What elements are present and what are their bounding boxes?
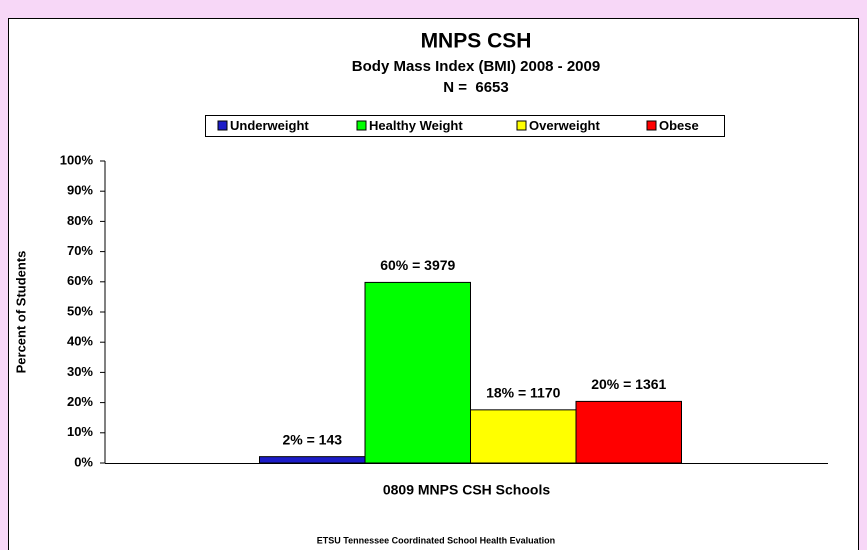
y-tick-label: 70%	[67, 243, 93, 258]
legend-label: Healthy Weight	[369, 118, 463, 133]
legend-swatch	[217, 120, 228, 131]
data-label: 18% = 1170	[486, 385, 561, 401]
bar	[364, 281, 471, 464]
data-label: 2% = 143	[282, 431, 342, 447]
data-label: 60% = 3979	[380, 257, 455, 273]
footer: ETSU Tennessee Coordinated School Health…	[317, 535, 555, 545]
legend-label: Underweight	[230, 118, 309, 133]
y-tick-label: 20%	[67, 394, 93, 409]
legend-label: Obese	[659, 118, 699, 133]
y-tick-label: 10%	[67, 424, 93, 439]
bar	[575, 400, 682, 464]
y-tick-label: 50%	[67, 303, 93, 318]
chart-annotation: N = 6653	[443, 79, 508, 96]
legend-swatch	[356, 120, 367, 131]
legend-box	[205, 115, 725, 137]
bar	[470, 409, 577, 464]
y-tick-label: 40%	[67, 334, 93, 349]
chart-subtitle: Body Mass Index (BMI) 2008 - 2009	[352, 58, 600, 75]
y-tick-label: 30%	[67, 364, 93, 379]
bar	[259, 456, 366, 464]
y-tick-label: 60%	[67, 273, 93, 288]
legend-swatch	[516, 120, 527, 131]
legend-swatch	[646, 120, 657, 131]
legend-label: Overweight	[529, 118, 600, 133]
y-axis-label: Percent of Students	[13, 251, 28, 374]
y-tick-label: 80%	[67, 213, 93, 228]
y-tick-label: 90%	[67, 183, 93, 198]
data-label: 20% = 1361	[591, 376, 666, 392]
y-tick-label: 0%	[74, 454, 93, 469]
x-tick-label: 0809 MNPS CSH Schools	[383, 482, 550, 498]
chart-title: MNPS CSH	[421, 30, 532, 53]
y-tick-label: 100%	[60, 152, 94, 167]
